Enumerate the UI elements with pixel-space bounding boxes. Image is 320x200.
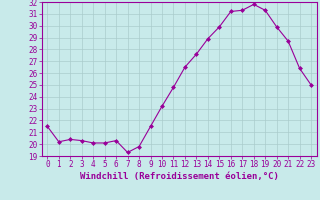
- X-axis label: Windchill (Refroidissement éolien,°C): Windchill (Refroidissement éolien,°C): [80, 172, 279, 181]
